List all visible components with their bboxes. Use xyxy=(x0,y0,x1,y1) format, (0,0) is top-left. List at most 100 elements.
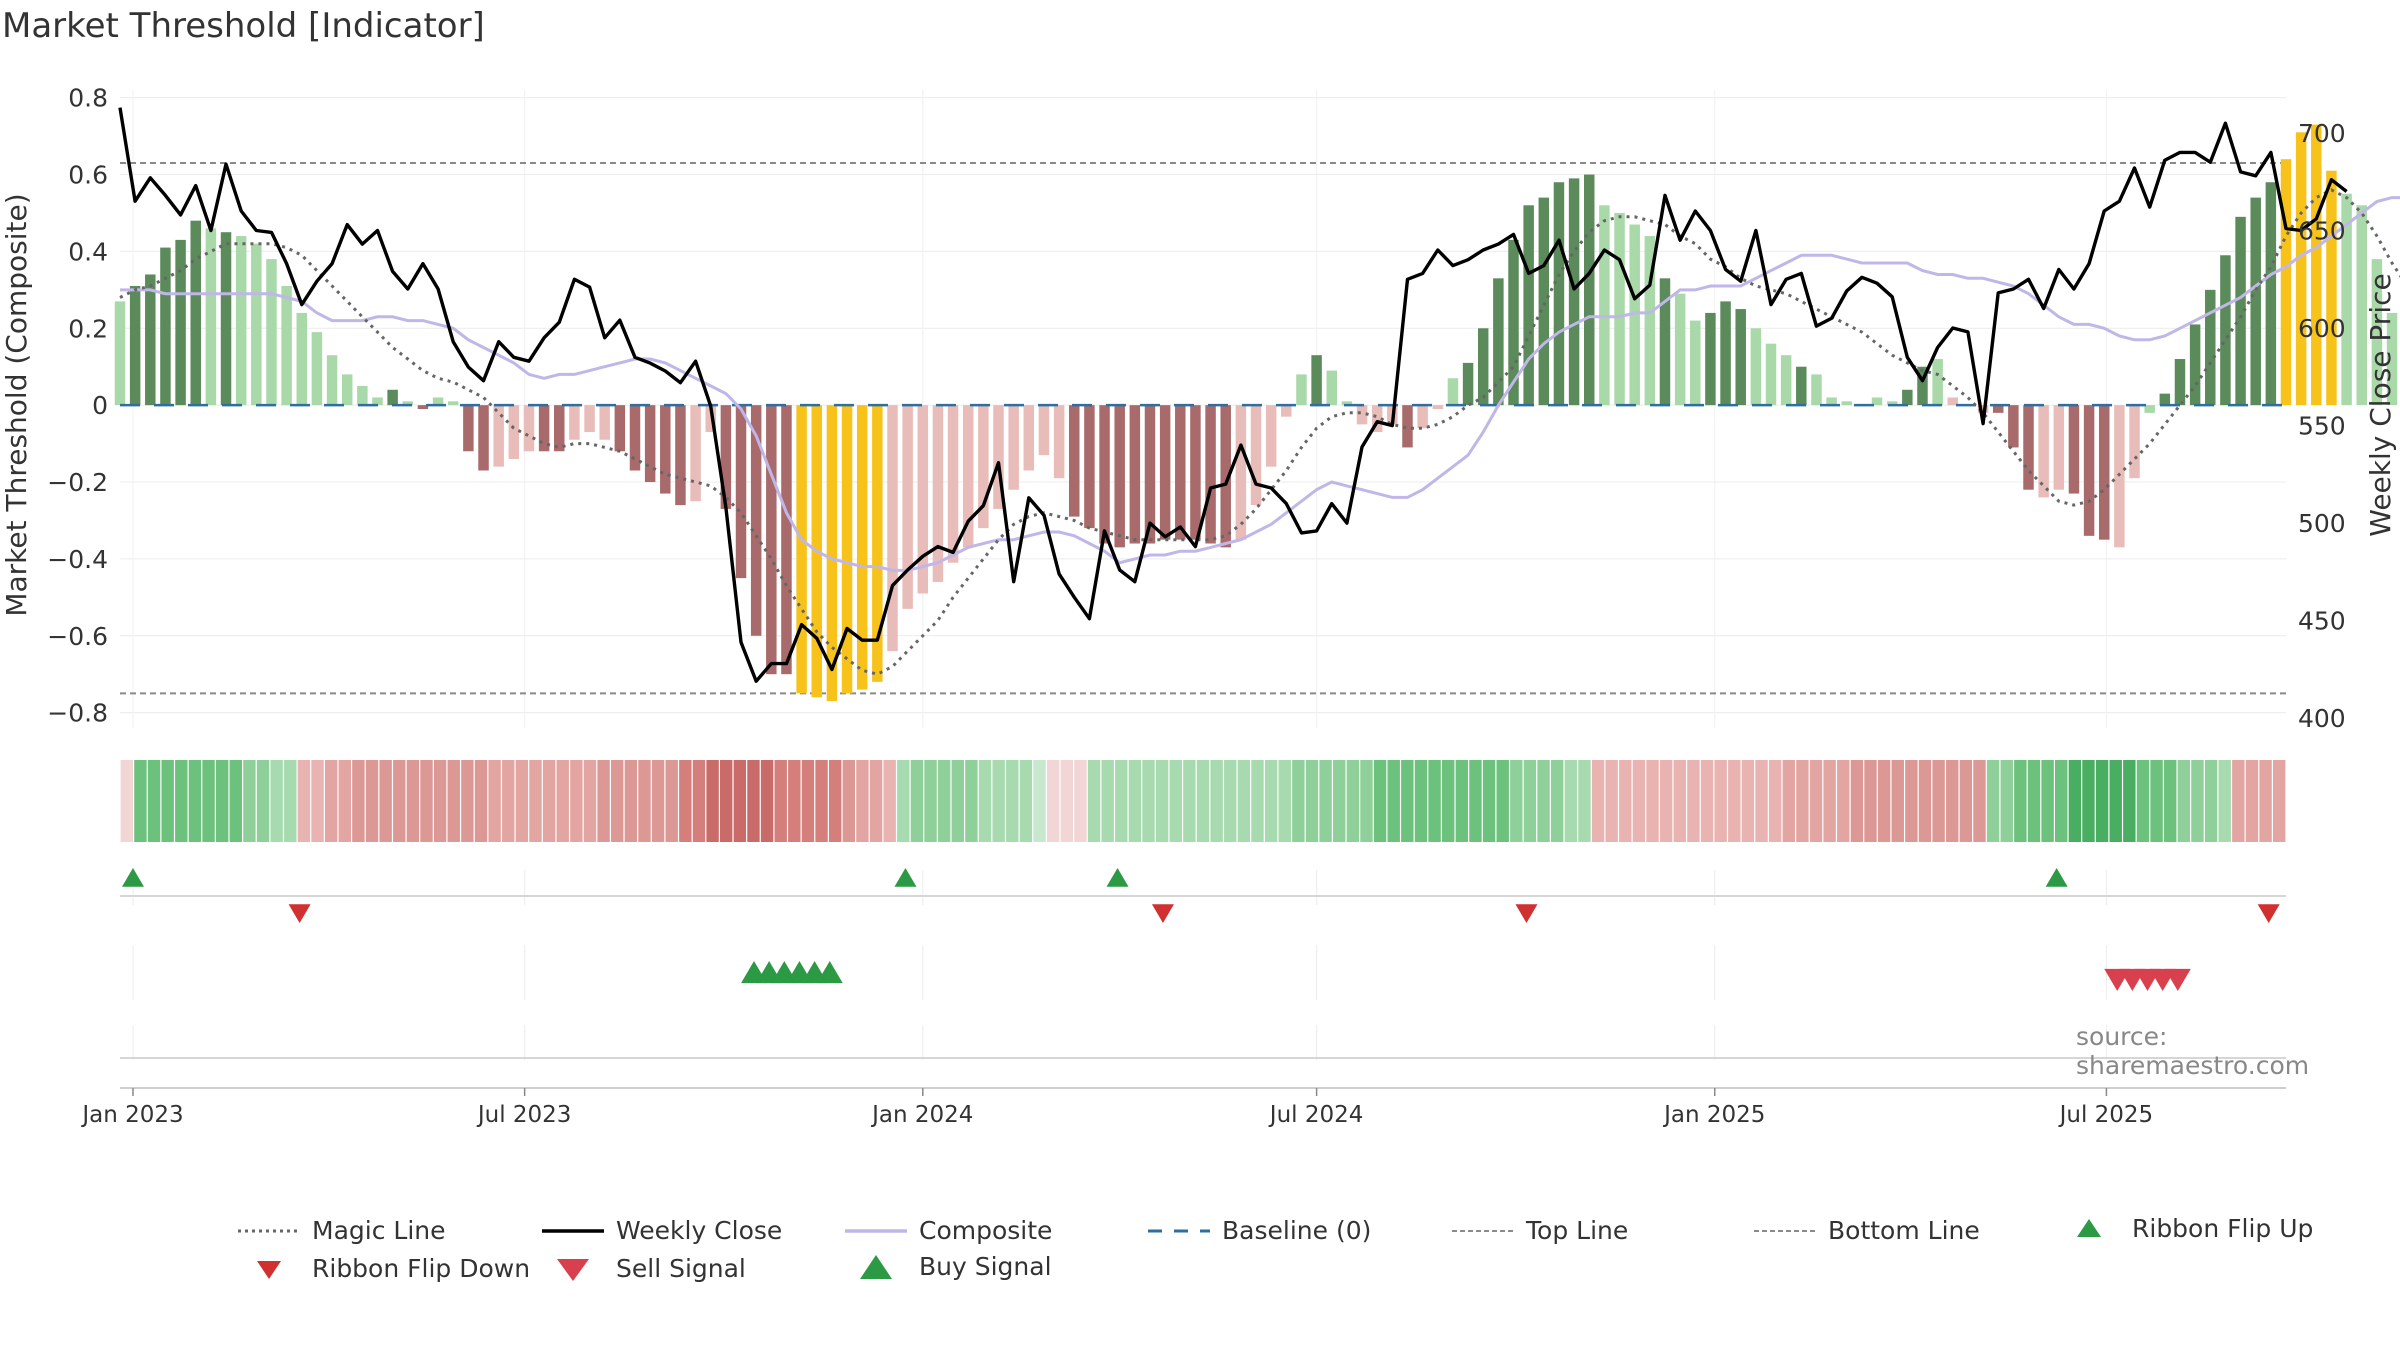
ribbon-cell xyxy=(2177,760,2191,842)
ribbon-cell xyxy=(583,760,597,842)
composite-bar xyxy=(735,405,747,579)
triangle-down-icon xyxy=(257,1260,281,1279)
composite-bar xyxy=(675,405,686,506)
composite-bar xyxy=(1069,405,1080,517)
composite-bar xyxy=(2144,405,2155,413)
ribbon-cell xyxy=(1646,760,1659,842)
ribbon-cell xyxy=(1155,760,1169,842)
composite-bar xyxy=(1947,397,1959,406)
y-tick-label: −0.8 xyxy=(47,699,108,728)
sell-signal-marker xyxy=(2164,968,2191,991)
y2-tick-label: 450 xyxy=(2298,607,2346,636)
ribbon-cell xyxy=(1986,760,2000,842)
composite-bar xyxy=(1750,328,1762,406)
composite-bar xyxy=(826,405,838,702)
ribbon-cell xyxy=(719,760,733,842)
ribbon-cell xyxy=(1033,760,1046,842)
ribbon-cell xyxy=(2014,760,2027,842)
ribbon-cell xyxy=(1796,760,1809,842)
composite-bar xyxy=(690,405,701,502)
ribbon-cell xyxy=(256,760,270,842)
ribbon-flip-down-marker xyxy=(1515,904,1538,923)
ribbon-cell xyxy=(842,760,856,842)
x-tick-label: Jul 2024 xyxy=(1268,1102,1364,1128)
ribbon-cell xyxy=(1387,760,1400,842)
composite-bar xyxy=(856,405,868,690)
y-tick-label: −0.6 xyxy=(47,622,108,651)
x-tick-label: Jan 2023 xyxy=(80,1102,183,1128)
ribbon-cell xyxy=(2150,760,2163,842)
ribbon-cell xyxy=(1128,760,1142,842)
legend-label-buy-signal: Buy Signal xyxy=(919,1252,1052,1281)
composite-bar xyxy=(2371,259,2383,406)
ribbon-cell xyxy=(270,760,283,842)
ribbon-cell xyxy=(1591,760,1605,842)
ribbon-cell xyxy=(1237,760,1251,842)
ribbon-cell xyxy=(1401,760,1414,842)
ribbon-cell xyxy=(2163,760,2177,842)
ribbon-cell xyxy=(692,760,706,842)
composite-bar xyxy=(311,332,323,406)
ribbon-cell xyxy=(175,760,188,842)
ribbon-cell xyxy=(1823,760,1836,842)
composite-line xyxy=(120,196,2400,572)
composite-bar xyxy=(1826,397,1837,406)
composite-bar xyxy=(160,247,171,406)
composite-bar xyxy=(1780,355,1792,406)
composite-bar xyxy=(357,385,368,406)
ribbon-cell xyxy=(883,760,896,842)
composite-bar xyxy=(1932,359,1943,406)
ribbon-cell xyxy=(1523,760,1537,842)
legend-label-top-line: Top Line xyxy=(1526,1216,1629,1245)
composite-bar xyxy=(629,405,641,471)
ribbon-cell xyxy=(1428,760,1441,842)
composite-bar xyxy=(447,401,459,406)
composite-bar xyxy=(463,405,474,452)
composite-bar xyxy=(962,405,974,548)
ribbon-cell xyxy=(1101,760,1114,842)
ribbon-cell xyxy=(1469,760,1482,842)
y-tick-label: 0.4 xyxy=(68,237,108,266)
ribbon-cell xyxy=(379,760,392,842)
ribbon-cell xyxy=(2259,760,2272,842)
ribbon-cell xyxy=(706,760,719,842)
ribbon-cell xyxy=(2245,760,2259,842)
composite-bar xyxy=(554,405,565,452)
composite-bar xyxy=(902,405,913,609)
composite-bar xyxy=(175,239,186,406)
ribbon-cell xyxy=(161,760,174,842)
composite-bar xyxy=(2295,132,2307,406)
composite-bar xyxy=(1023,405,1035,471)
ribbon-cell xyxy=(1210,760,1223,842)
ribbon-cell xyxy=(1768,760,1782,842)
ribbon-cell xyxy=(243,760,256,842)
ribbon-cell xyxy=(2136,760,2150,842)
legend-item-bottom-line: Bottom Line xyxy=(1752,1216,1980,1245)
ribbon-cell xyxy=(1728,760,1741,842)
legend-label-composite: Composite xyxy=(919,1216,1053,1245)
bottom-line-swatch-icon xyxy=(1754,1229,1816,1232)
composite-bar xyxy=(1871,397,1883,406)
composite-bar xyxy=(1265,405,1277,467)
ribbon-cell xyxy=(1278,760,1291,842)
ribbon-cell xyxy=(1346,760,1360,842)
ribbon-cell xyxy=(1074,760,1087,842)
composite-bar xyxy=(1220,405,1231,548)
ribbon-cell xyxy=(1196,760,1210,842)
composite-bar xyxy=(2205,289,2216,406)
ribbon-cell xyxy=(570,760,583,842)
composite-bar xyxy=(1175,405,1186,540)
y-axis-label-left: Market Threshold (Composite) xyxy=(0,193,33,616)
ribbon-cell xyxy=(134,760,147,842)
composite-bar xyxy=(432,397,444,406)
composite-bar xyxy=(1129,405,1141,544)
y-tick-label: −0.2 xyxy=(47,468,108,497)
composite-bar xyxy=(660,405,671,494)
ribbon-cell xyxy=(1060,760,1073,842)
ribbon-cell xyxy=(2027,760,2041,842)
x-axis: Jan 2023 Jul 2023 Jan 2024 Jul 2024 Jan 2025… xyxy=(80,1087,2286,1128)
ribbon-cell xyxy=(352,760,365,842)
composite-bar xyxy=(1477,328,1489,406)
legend: Magic Line Weekly Close Composite Baseli… xyxy=(0,1212,2400,1302)
composite-bar xyxy=(2280,159,2292,406)
